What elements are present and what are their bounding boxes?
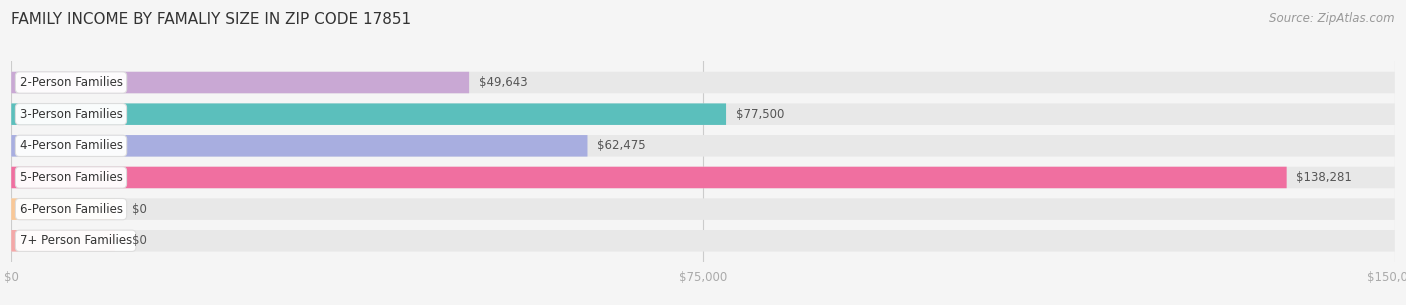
- Text: 7+ Person Families: 7+ Person Families: [20, 234, 132, 247]
- FancyBboxPatch shape: [11, 135, 588, 156]
- FancyBboxPatch shape: [11, 198, 115, 220]
- Text: Source: ZipAtlas.com: Source: ZipAtlas.com: [1270, 12, 1395, 25]
- FancyBboxPatch shape: [11, 72, 1395, 93]
- Text: FAMILY INCOME BY FAMALIY SIZE IN ZIP CODE 17851: FAMILY INCOME BY FAMALIY SIZE IN ZIP COD…: [11, 12, 412, 27]
- FancyBboxPatch shape: [11, 103, 725, 125]
- Text: 5-Person Families: 5-Person Families: [20, 171, 122, 184]
- FancyBboxPatch shape: [11, 167, 1395, 188]
- Text: $49,643: $49,643: [479, 76, 527, 89]
- Text: 4-Person Families: 4-Person Families: [20, 139, 122, 152]
- Text: $0: $0: [132, 234, 146, 247]
- Text: $0: $0: [132, 203, 146, 216]
- FancyBboxPatch shape: [11, 72, 470, 93]
- FancyBboxPatch shape: [11, 135, 1395, 156]
- FancyBboxPatch shape: [11, 230, 115, 252]
- Text: $138,281: $138,281: [1296, 171, 1353, 184]
- Text: 3-Person Families: 3-Person Families: [20, 108, 122, 121]
- FancyBboxPatch shape: [11, 230, 1395, 252]
- FancyBboxPatch shape: [11, 103, 1395, 125]
- FancyBboxPatch shape: [11, 198, 1395, 220]
- FancyBboxPatch shape: [11, 167, 1286, 188]
- Text: $62,475: $62,475: [598, 139, 645, 152]
- Text: 2-Person Families: 2-Person Families: [20, 76, 122, 89]
- Text: $77,500: $77,500: [735, 108, 785, 121]
- Text: 6-Person Families: 6-Person Families: [20, 203, 122, 216]
